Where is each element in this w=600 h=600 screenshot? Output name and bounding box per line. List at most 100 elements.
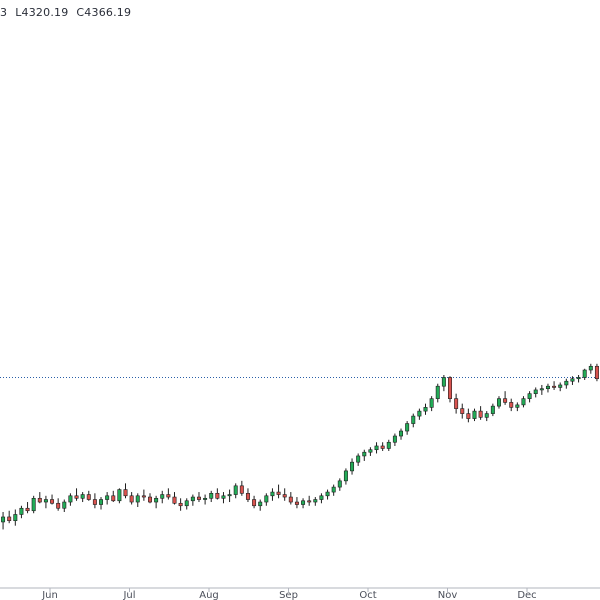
candle (331, 484, 336, 496)
candle (1, 511, 6, 530)
candle-body-down (594, 365, 599, 380)
candle (466, 408, 471, 423)
candle-body-up (350, 461, 355, 472)
candle-body-up (435, 385, 440, 399)
candle-body-up (356, 455, 361, 463)
candle (392, 433, 397, 446)
candle-body-up (233, 485, 238, 495)
candle (233, 483, 238, 499)
candle (527, 391, 532, 403)
candle (478, 406, 483, 420)
candle-body-up (564, 380, 569, 386)
candle-body-up (582, 369, 587, 378)
candle (215, 488, 220, 500)
candle (405, 421, 410, 435)
candle-body-up (31, 497, 36, 512)
candle-body-down (252, 499, 257, 507)
candle (460, 403, 465, 419)
candle (270, 488, 275, 501)
candle-body-up (203, 497, 208, 500)
candle (509, 398, 514, 412)
candle-body-up (490, 405, 495, 414)
candle (221, 492, 226, 504)
candle-body-up (539, 388, 544, 391)
candle (7, 510, 12, 524)
candle (19, 505, 24, 519)
candle-body-up (441, 377, 446, 387)
candle-body-up (154, 497, 159, 503)
candle-body-up (117, 489, 122, 502)
candle (374, 442, 379, 454)
candle (43, 495, 48, 509)
candle-body-up (368, 449, 373, 453)
candle-body-up (423, 407, 428, 412)
candle-body-up (545, 385, 550, 389)
candle-body-up (319, 495, 324, 500)
candle (588, 363, 593, 374)
candle (190, 494, 195, 506)
candle-body-down (148, 496, 152, 503)
candle-body-down (141, 495, 146, 498)
x-axis-tick-label: Nov (438, 590, 458, 600)
candle-body-down (509, 402, 514, 408)
candle-body-down (178, 502, 183, 507)
candle-body-down (37, 497, 42, 503)
candle (515, 402, 520, 412)
candle (539, 384, 544, 395)
candle (80, 492, 85, 503)
candle (301, 498, 306, 509)
candle (209, 490, 214, 503)
candle-body-up (533, 389, 538, 394)
candle (196, 492, 201, 503)
x-axis-tick-label: Sep (279, 590, 298, 600)
candle-body-up (576, 377, 581, 380)
candle-body-up (588, 365, 593, 371)
candle (521, 396, 526, 408)
candle (552, 381, 557, 390)
candle-body-up (160, 494, 165, 499)
x-axis-tick-label: Oct (359, 590, 376, 600)
candle (111, 490, 116, 503)
candle (154, 495, 159, 509)
candle-body-up (43, 499, 48, 503)
candle-body-up (99, 499, 104, 505)
candle-body-up (399, 430, 404, 437)
candle (86, 490, 91, 501)
candle (117, 488, 122, 504)
candle-body-up (515, 404, 520, 408)
candle (343, 468, 348, 485)
candle (288, 492, 293, 505)
candle-body-up (68, 495, 73, 503)
candle-body-up (209, 493, 214, 499)
candle-body-up (313, 499, 318, 503)
candle-body-down (166, 494, 171, 498)
candle (31, 495, 36, 514)
candle (172, 492, 177, 505)
candle (496, 396, 501, 409)
candle-body-up (190, 496, 195, 502)
candle (441, 374, 446, 392)
candle-body-up (62, 501, 67, 509)
candle (484, 411, 489, 422)
ohlc-close-value: C4366.19 (76, 6, 132, 19)
candle (252, 495, 257, 509)
candle (423, 403, 428, 415)
candle-body-down (503, 398, 508, 403)
candle-body-up (227, 494, 232, 497)
candle-body-up (105, 495, 110, 500)
candle-body-up (184, 500, 189, 507)
candle-body-up (301, 500, 306, 505)
candle (239, 480, 244, 496)
candle-body-up (521, 398, 526, 406)
candle (294, 497, 299, 509)
candle-body-up (411, 415, 416, 424)
candle-body-down (288, 496, 293, 503)
candle (264, 493, 269, 506)
candle (594, 363, 599, 382)
candle (337, 478, 342, 491)
candle (380, 442, 385, 451)
candle (503, 391, 508, 405)
candle-body-down (380, 445, 385, 449)
candle-body-down (307, 500, 312, 503)
